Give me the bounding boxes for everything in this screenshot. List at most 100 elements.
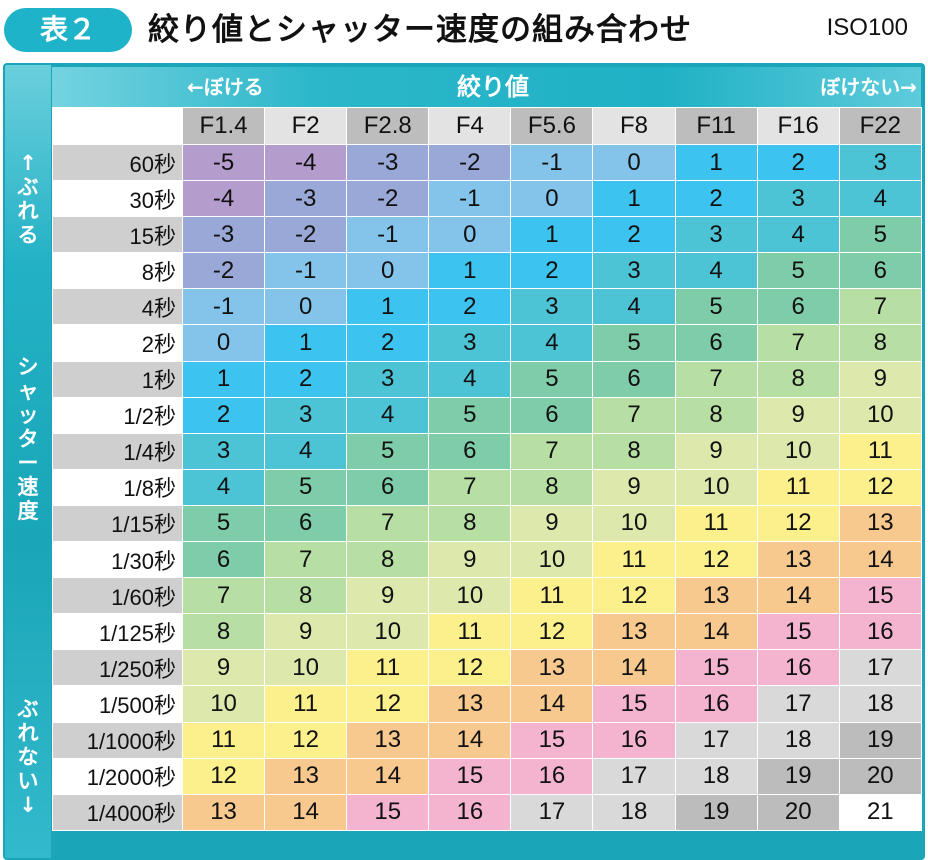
side-char: ぶ — [17, 175, 39, 199]
ev-cell: 2 — [510, 252, 594, 290]
ev-cell: 7 — [838, 288, 922, 326]
side-char: タ — [17, 427, 39, 451]
ev-cell: 1 — [428, 252, 512, 290]
ev-cell: 0 — [264, 288, 348, 326]
ev-cell: 1 — [592, 180, 676, 218]
ev-cell: 13 — [428, 685, 512, 723]
side-char: る — [17, 223, 39, 247]
ev-cell: -1 — [510, 143, 594, 182]
ev-cell: 21 — [838, 793, 922, 831]
ev-cell: 1 — [346, 288, 430, 326]
shutter-speed-label: 1/2000秒 — [52, 757, 183, 795]
side-label-bottom: ぶれない ↓ — [5, 697, 51, 817]
ev-cell: 12 — [592, 577, 676, 615]
table-row: 1/250秒 9 10 11 12 13 14 15 16 17 — [52, 649, 922, 687]
table-row: 1/15秒 5 6 7 8 9 10 11 12 13 — [52, 504, 922, 543]
ev-cell: -5 — [181, 143, 266, 182]
ev-cell: 5 — [346, 432, 430, 470]
ev-cell: -3 — [264, 180, 348, 218]
ev-cell: 0 — [428, 216, 512, 254]
ev-cell: 11 — [838, 432, 922, 470]
ev-cell: 14 — [674, 613, 758, 651]
ev-cell: 12 — [674, 541, 758, 579]
table-row: 15秒 -3 -2 -1 0 1 2 3 4 5 — [52, 216, 922, 254]
side-char: れ — [17, 199, 39, 223]
ev-cell: 2 — [592, 216, 676, 254]
ev-cell: 0 — [181, 324, 266, 362]
ev-cell: 8 — [756, 360, 840, 398]
ev-cell: 3 — [510, 288, 594, 326]
table-row: 2秒 0 1 2 3 4 5 6 7 8 — [52, 324, 922, 362]
ev-cell: 16 — [674, 685, 758, 723]
ev-cell: 14 — [428, 721, 512, 759]
ev-cell: 6 — [264, 504, 348, 543]
ev-cell: 8 — [510, 468, 594, 506]
table-row: 60秒 -5 -4 -3 -2 -1 0 1 2 3 — [52, 143, 922, 182]
ev-cell: 3 — [264, 396, 348, 434]
ev-cell: 13 — [346, 721, 430, 759]
header: 表２ 絞り値とシャッター速度の組み合わせ ISO100 — [0, 0, 928, 60]
side-char: ぶ — [17, 697, 39, 721]
ev-cell: 7 — [510, 432, 594, 470]
ev-cell: 12 — [181, 757, 266, 795]
ev-cell: 9 — [264, 613, 348, 651]
shutter-speed-label: 1/30秒 — [52, 541, 183, 579]
ev-cell: 7 — [592, 396, 676, 434]
aperture-header: F22 — [838, 107, 922, 145]
ev-cell: 17 — [756, 685, 840, 723]
ev-cell: 2 — [428, 288, 512, 326]
ev-cell: 13 — [756, 541, 840, 579]
shutter-speed-label: 8秒 — [52, 252, 183, 290]
shutter-speed-label: 1/60秒 — [52, 577, 183, 615]
ev-cell: 20 — [756, 793, 840, 831]
ev-cell: 1 — [510, 216, 594, 254]
iso-label: ISO100 — [826, 14, 908, 41]
ev-cell: 9 — [428, 541, 512, 579]
ev-cell: -4 — [181, 180, 266, 218]
aperture-header: F1.4 — [181, 107, 266, 145]
table-row: 8秒 -2 -1 0 1 2 3 4 5 6 — [52, 252, 922, 290]
ev-cell: 7 — [428, 468, 512, 506]
side-char: ッ — [17, 403, 39, 427]
ev-cell: 8 — [346, 541, 430, 579]
ev-cell: 2 — [264, 360, 348, 398]
ev-cell: 19 — [674, 793, 758, 831]
shutter-speed-label: 1/4000秒 — [52, 793, 183, 831]
ev-cell: 14 — [510, 685, 594, 723]
ev-cell: 4 — [838, 180, 922, 218]
ev-cell: 17 — [592, 757, 676, 795]
ev-cell: 5 — [674, 288, 758, 326]
ev-cell: 7 — [181, 577, 266, 615]
exposure-table-frame: ↑ ぶれる シャッター速度 ぶれない ↓ ←ぼける 絞り値 ぼけない→ F1.4 F2… — [3, 63, 925, 860]
aperture-header: F16 — [756, 107, 840, 145]
shutter-speed-label: 1秒 — [52, 360, 183, 398]
ev-cell: 4 — [264, 432, 348, 470]
ev-cell: 17 — [838, 649, 922, 687]
ev-cell: 10 — [510, 541, 594, 579]
shutter-speed-label: 30秒 — [52, 180, 183, 218]
ev-cell: 14 — [592, 649, 676, 687]
ev-cell: 12 — [756, 504, 840, 543]
ev-cell: 7 — [674, 360, 758, 398]
ev-cell: 9 — [592, 468, 676, 506]
ev-cell: 16 — [756, 649, 840, 687]
ev-cell: 4 — [428, 360, 512, 398]
ev-cell: 16 — [510, 757, 594, 795]
ev-cell: 6 — [428, 432, 512, 470]
table-row: 1/125秒 8 9 10 11 12 13 14 15 16 — [52, 613, 922, 651]
ev-cell: -1 — [264, 252, 348, 290]
ev-cell: 14 — [838, 541, 922, 579]
ev-cell: 14 — [346, 757, 430, 795]
ev-cell: 13 — [592, 613, 676, 651]
shutter-speed-label: 1/8秒 — [52, 468, 183, 506]
ev-cell: 7 — [264, 541, 348, 579]
ev-cell: 9 — [838, 360, 922, 398]
ev-cell: 8 — [264, 577, 348, 615]
table-row: 1/4秒 3 4 5 6 7 8 9 10 11 — [52, 432, 922, 470]
ev-cell: 6 — [674, 324, 758, 362]
ev-cell: 11 — [181, 721, 266, 759]
column-header-row: F1.4 F2 F2.8 F4 F5.6 F8 F11 F16 F22 — [52, 107, 922, 145]
side-label-top: ↑ ぶれる — [5, 151, 51, 247]
ev-cell: -1 — [428, 180, 512, 218]
table-row: 1/30秒 6 7 8 9 10 11 12 13 14 — [52, 541, 922, 579]
